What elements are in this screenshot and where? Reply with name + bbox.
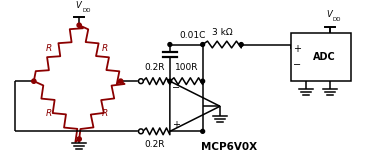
Text: R: R [46, 110, 52, 118]
Text: +: + [172, 120, 180, 130]
Circle shape [201, 129, 205, 133]
Text: 3 kΩ: 3 kΩ [212, 28, 232, 37]
Text: 100R: 100R [175, 64, 198, 72]
Text: V: V [75, 1, 81, 10]
Text: DD: DD [333, 17, 341, 22]
Circle shape [168, 43, 172, 46]
Text: −: − [293, 60, 301, 70]
Circle shape [201, 79, 205, 83]
Circle shape [77, 23, 81, 27]
Circle shape [139, 129, 143, 134]
Text: MCP6V0X: MCP6V0X [200, 142, 257, 152]
Circle shape [139, 79, 143, 84]
Circle shape [239, 43, 243, 46]
Circle shape [201, 43, 205, 46]
Text: +: + [293, 44, 301, 54]
Circle shape [168, 79, 172, 83]
Text: V: V [326, 10, 332, 19]
Text: 0.01C: 0.01C [180, 31, 206, 40]
Text: DD: DD [82, 8, 91, 13]
Text: R: R [102, 44, 108, 53]
Circle shape [32, 79, 36, 83]
Text: R: R [46, 44, 52, 53]
Text: R: R [102, 110, 108, 118]
Text: −: − [171, 83, 180, 93]
Text: 0.2R: 0.2R [144, 140, 165, 149]
Text: 0.2R: 0.2R [144, 64, 165, 72]
Bar [291, 33, 351, 81]
Text: ADC: ADC [313, 52, 336, 62]
Circle shape [118, 79, 123, 83]
Circle shape [77, 137, 81, 141]
